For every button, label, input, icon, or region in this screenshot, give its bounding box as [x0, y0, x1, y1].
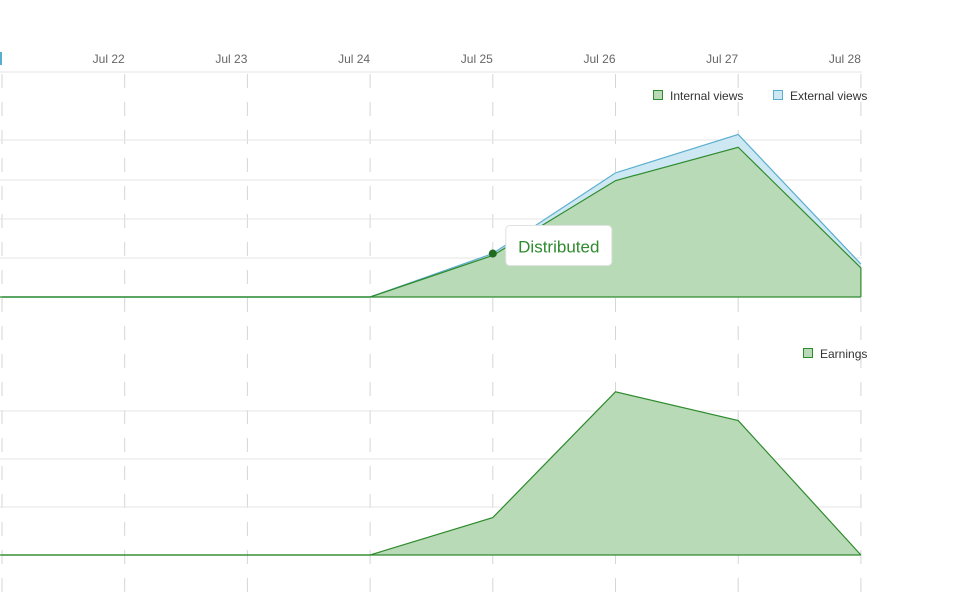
internal-views-area [2, 147, 861, 297]
legend-label-external: External views [790, 89, 867, 103]
distributed-marker [488, 249, 497, 258]
x-tick-label: Jul 27 [706, 52, 738, 66]
x-axis-ticks: Jul 22 Jul 23 Jul 24 Jul 25 Jul 26 Jul 27 Jul … [93, 52, 862, 66]
x-tick-label: Jul 28 [829, 52, 861, 66]
earnings-area [2, 391, 861, 555]
tooltip-text: Distributed [518, 238, 599, 257]
legend-swatch-earnings [803, 348, 813, 358]
legend-swatch-internal [653, 90, 663, 100]
views-legend: Internal views External views [653, 89, 867, 103]
x-tick-label: Jul 22 [93, 52, 125, 66]
legend-swatch-external [773, 90, 783, 100]
distributed-tooltip: Distributed [505, 225, 613, 267]
legend-label-earnings: Earnings [820, 347, 867, 361]
views-chart: Internal views External views Distributed [0, 71, 867, 298]
x-tick-label: Jul 25 [461, 52, 493, 66]
legend-label-internal: Internal views [670, 89, 743, 103]
earnings-legend: Earnings [803, 347, 867, 361]
x-tick-label: Jul 24 [338, 52, 370, 66]
x-tick-label: Jul 23 [215, 52, 247, 66]
earnings-chart: Earnings [0, 347, 867, 556]
tooltip-box [505, 225, 613, 267]
x-tick-label: Jul 26 [583, 52, 615, 66]
